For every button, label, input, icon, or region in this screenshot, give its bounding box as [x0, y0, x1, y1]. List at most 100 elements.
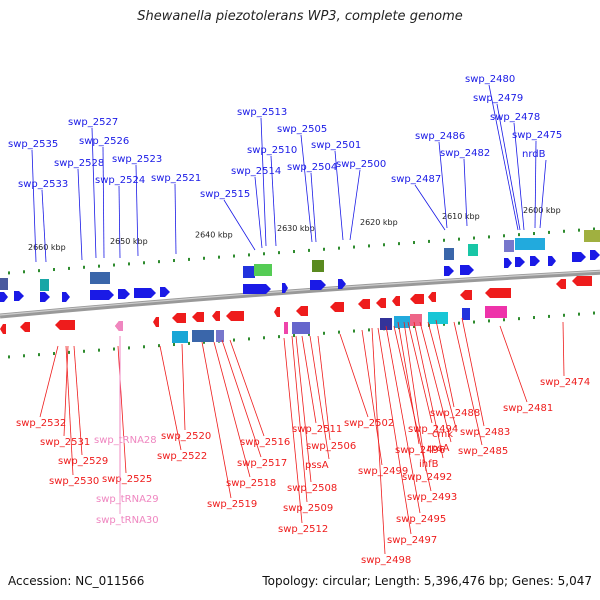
gene-arrow-reverse — [392, 296, 400, 306]
tick-mark-top — [263, 252, 265, 256]
gene-label-top: swp_2524 — [95, 175, 145, 186]
label-leader-line — [539, 159, 547, 229]
label-leader-line — [91, 127, 97, 259]
protein-domain-box — [504, 240, 514, 252]
tick-mark-bottom — [143, 345, 145, 349]
gene-label-bottom: swp_2497 — [387, 535, 437, 546]
tick-mark-bottom — [263, 336, 265, 340]
label-leader-line — [213, 341, 251, 478]
label-leader-line — [310, 172, 317, 243]
gene-label-bottom: swp_2518 — [226, 478, 276, 489]
tick-mark-bottom — [158, 344, 160, 348]
tick-mark-bottom — [53, 352, 55, 356]
tick-mark-top — [323, 247, 325, 251]
gene-label-top: swp_2500 — [336, 159, 386, 170]
protein-domain-box — [410, 314, 422, 326]
label-leader-line — [118, 185, 121, 259]
label-leader-line — [438, 141, 448, 229]
gene-label-top: swp_2486 — [415, 131, 465, 142]
label-leader-line — [317, 335, 331, 441]
gene-arrow-forward — [548, 256, 556, 266]
tick-mark-top — [143, 261, 145, 265]
gene-label-bottom: swp_2532 — [16, 418, 66, 429]
gene-label-top: swp_2526 — [79, 136, 129, 147]
label-leader-line — [102, 146, 105, 259]
tick-mark-top — [308, 248, 310, 252]
tick-mark-bottom — [473, 320, 475, 324]
gene-label-top: swp_2482 — [440, 148, 490, 159]
tick-mark-top — [473, 236, 475, 240]
gene-label-bottom: swp_2529 — [58, 456, 108, 467]
gene-label-bottom: swp_2496 — [395, 445, 445, 456]
tick-mark-bottom — [533, 316, 535, 320]
gene-label-top: nrdB — [522, 149, 546, 160]
protein-domain-box — [428, 312, 448, 324]
kbp-tick-label: 2620 kbp — [360, 218, 398, 227]
tick-mark-top — [368, 244, 370, 248]
gene-arrow-forward — [282, 283, 288, 293]
gene-label-bottom: swp_2508 — [287, 483, 337, 494]
label-leader-line — [513, 122, 525, 231]
gene-arrow-reverse — [153, 317, 159, 327]
gene-label-top: swp_2510 — [247, 145, 297, 156]
label-leader-line — [414, 184, 446, 231]
tick-mark-top — [278, 251, 280, 255]
gene-label-top: swp_2505 — [277, 124, 327, 135]
gene-arrow-reverse — [376, 298, 386, 308]
protein-domain-box — [90, 272, 110, 284]
label-leader-line — [135, 164, 139, 257]
protein-domain-box — [444, 248, 454, 260]
gene-label-top: swp_2514 — [231, 166, 281, 177]
gene-label-bottom: swp_2499 — [358, 466, 408, 477]
tick-mark-bottom — [368, 328, 370, 332]
gene-label-bottom: swp_2494 — [408, 424, 458, 435]
tick-mark-bottom — [503, 318, 505, 322]
tick-mark-top — [338, 246, 340, 250]
gene-arrow-forward — [62, 292, 70, 302]
tick-mark-bottom — [113, 347, 115, 351]
gene-arrow-reverse — [485, 288, 511, 298]
label-leader-line — [419, 321, 452, 443]
gene-arrow-forward — [90, 290, 114, 300]
tick-mark-bottom — [458, 321, 460, 325]
gene-label-bottom: swp_2516 — [240, 437, 290, 448]
gene-label-bottom: swp_2531 — [40, 437, 90, 448]
label-leader-line — [496, 103, 521, 231]
tick-mark-top — [188, 257, 190, 261]
tick-mark-bottom — [578, 312, 580, 316]
tick-mark-bottom — [488, 319, 490, 323]
gene-label-top: swp_2504 — [287, 162, 337, 173]
tick-mark-bottom — [188, 341, 190, 345]
gene-label-bottom: swp_2522 — [157, 451, 207, 462]
label-leader-line — [334, 150, 344, 241]
tick-mark-top — [458, 237, 460, 241]
protein-domain-box — [380, 318, 392, 330]
gene-label-bottom: swp_2488 — [430, 408, 480, 419]
gene-arrow-forward — [40, 292, 50, 302]
tick-mark-bottom — [98, 348, 100, 352]
tick-mark-top — [98, 264, 100, 268]
gene-label-top: swp_2535 — [8, 139, 58, 150]
gene-arrow-forward — [572, 252, 586, 262]
tick-mark-bottom — [338, 330, 340, 334]
gene-label-top: swp_2521 — [151, 173, 201, 184]
gene-arrow-forward — [504, 258, 512, 268]
tick-mark-top — [218, 255, 220, 259]
tick-mark-top — [83, 265, 85, 269]
label-leader-line — [254, 176, 263, 249]
label-leader-line — [453, 321, 483, 446]
gene-arrow-reverse — [55, 320, 75, 330]
gene-label-top: swp_2479 — [473, 93, 523, 104]
map-title: Shewanella piezotolerans WP3, complete g… — [137, 9, 463, 24]
tick-mark-bottom — [323, 331, 325, 335]
tick-mark-bottom — [233, 338, 235, 342]
gene-label-bottom: swp_2520 — [161, 431, 211, 442]
label-leader-line — [403, 321, 427, 472]
gene-label-bottom: ihfB — [419, 459, 439, 470]
label-leader-line — [461, 317, 485, 427]
tick-mark-top — [503, 234, 505, 238]
tick-mark-bottom — [308, 332, 310, 336]
tick-mark-top — [563, 229, 565, 233]
gene-arrow-reverse — [274, 307, 280, 317]
label-leader-line — [562, 321, 565, 377]
